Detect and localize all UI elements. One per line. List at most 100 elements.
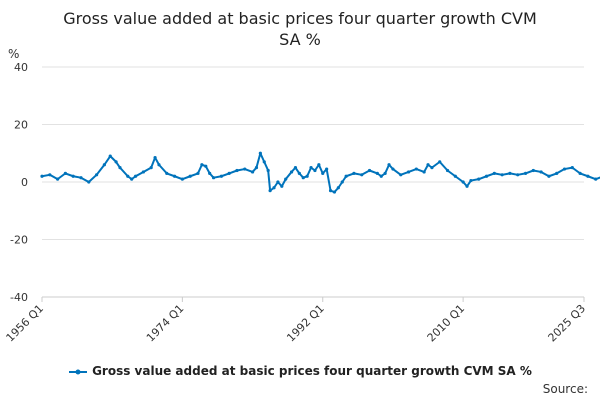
- data-point[interactable]: [313, 168, 317, 173]
- data-point[interactable]: [118, 166, 122, 170]
- data-point[interactable]: [445, 168, 450, 173]
- data-point[interactable]: [387, 163, 391, 167]
- data-point[interactable]: [422, 170, 426, 174]
- data-point[interactable]: [414, 167, 418, 171]
- data-point[interactable]: [149, 166, 153, 170]
- y-tick-label: 20: [14, 119, 28, 132]
- data-point[interactable]: [165, 171, 169, 175]
- data-point[interactable]: [254, 166, 259, 170]
- data-point[interactable]: [153, 155, 157, 160]
- series-line-0[interactable]: [41, 107, 600, 242]
- data-point[interactable]: [426, 163, 430, 167]
- data-point[interactable]: [114, 160, 118, 164]
- data-point[interactable]: [383, 171, 387, 175]
- data-point[interactable]: [399, 173, 403, 177]
- data-point[interactable]: [280, 184, 284, 188]
- data-point[interactable]: [492, 171, 496, 175]
- data-point[interactable]: [516, 173, 520, 177]
- data-point[interactable]: [336, 186, 340, 190]
- data-point[interactable]: [309, 166, 313, 170]
- data-point[interactable]: [301, 176, 305, 180]
- data-point[interactable]: [523, 171, 528, 175]
- data-point[interactable]: [352, 171, 356, 175]
- data-point[interactable]: [477, 177, 481, 181]
- data-point[interactable]: [235, 168, 239, 173]
- data-point[interactable]: [272, 186, 276, 190]
- data-point[interactable]: [375, 171, 379, 175]
- data-point[interactable]: [71, 174, 75, 178]
- data-point[interactable]: [208, 171, 212, 175]
- data-point[interactable]: [293, 166, 298, 170]
- data-point[interactable]: [40, 174, 44, 178]
- data-point[interactable]: [79, 176, 83, 180]
- data-point[interactable]: [469, 178, 473, 183]
- data-point[interactable]: [258, 151, 262, 155]
- data-point[interactable]: [539, 170, 543, 174]
- data-point[interactable]: [547, 174, 551, 178]
- data-point[interactable]: [126, 174, 130, 178]
- data-point[interactable]: [379, 174, 383, 178]
- data-point[interactable]: [500, 173, 504, 177]
- data-point[interactable]: [204, 164, 208, 168]
- data-point[interactable]: [391, 167, 395, 171]
- data-point[interactable]: [360, 173, 364, 177]
- data-point[interactable]: [344, 174, 348, 178]
- data-point[interactable]: [284, 177, 288, 181]
- data-point[interactable]: [367, 168, 372, 173]
- data-point[interactable]: [108, 154, 112, 158]
- x-axis: 1956 Q1 1974 Q1 1992 Q1 2010 Q1 2025 Q3: [4, 296, 588, 344]
- data-point[interactable]: [94, 173, 99, 177]
- data-point[interactable]: [562, 167, 567, 171]
- data-point[interactable]: [172, 174, 177, 178]
- data-point[interactable]: [317, 163, 321, 167]
- data-point[interactable]: [321, 171, 325, 175]
- data-point[interactable]: [340, 180, 344, 184]
- data-point[interactable]: [48, 173, 52, 177]
- data-point[interactable]: [227, 171, 231, 175]
- data-point[interactable]: [508, 171, 512, 175]
- data-point[interactable]: [461, 180, 465, 184]
- data-point[interactable]: [465, 184, 469, 188]
- data-point[interactable]: [484, 174, 489, 178]
- data-point[interactable]: [586, 174, 590, 178]
- data-point[interactable]: [332, 190, 337, 194]
- data-point[interactable]: [141, 170, 145, 174]
- gridlines: [42, 66, 584, 298]
- data-point[interactable]: [200, 163, 204, 167]
- data-point[interactable]: [133, 174, 138, 178]
- data-point[interactable]: [180, 177, 184, 181]
- data-point[interactable]: [325, 167, 329, 171]
- data-point[interactable]: [130, 177, 134, 181]
- legend[interactable]: Gross value added at basic prices four q…: [0, 364, 600, 378]
- data-point[interactable]: [87, 180, 91, 184]
- data-point[interactable]: [266, 168, 270, 173]
- data-point[interactable]: [102, 163, 106, 167]
- y-tick-label: -20: [10, 234, 28, 247]
- data-point[interactable]: [262, 160, 266, 164]
- data-point[interactable]: [594, 177, 598, 181]
- data-point[interactable]: [276, 180, 280, 184]
- data-point[interactable]: [196, 171, 200, 175]
- data-point[interactable]: [56, 177, 60, 181]
- data-point[interactable]: [555, 171, 559, 175]
- data-point[interactable]: [157, 163, 161, 167]
- data-point[interactable]: [211, 176, 216, 180]
- data-point[interactable]: [578, 171, 582, 175]
- data-point[interactable]: [268, 189, 272, 193]
- data-point[interactable]: [188, 174, 192, 178]
- data-point[interactable]: [219, 174, 223, 178]
- data-point[interactable]: [406, 170, 411, 174]
- data-point[interactable]: [438, 160, 442, 164]
- data-point[interactable]: [243, 167, 247, 171]
- data-point[interactable]: [305, 174, 309, 178]
- data-point[interactable]: [531, 168, 535, 173]
- data-point[interactable]: [570, 166, 574, 170]
- data-point[interactable]: [250, 170, 255, 174]
- data-point[interactable]: [430, 166, 434, 170]
- data-point[interactable]: [453, 174, 457, 178]
- data-point[interactable]: [297, 171, 301, 175]
- y-axis-label: %: [8, 47, 19, 61]
- data-point[interactable]: [289, 170, 294, 174]
- data-point[interactable]: [63, 171, 67, 175]
- data-point[interactable]: [328, 189, 333, 193]
